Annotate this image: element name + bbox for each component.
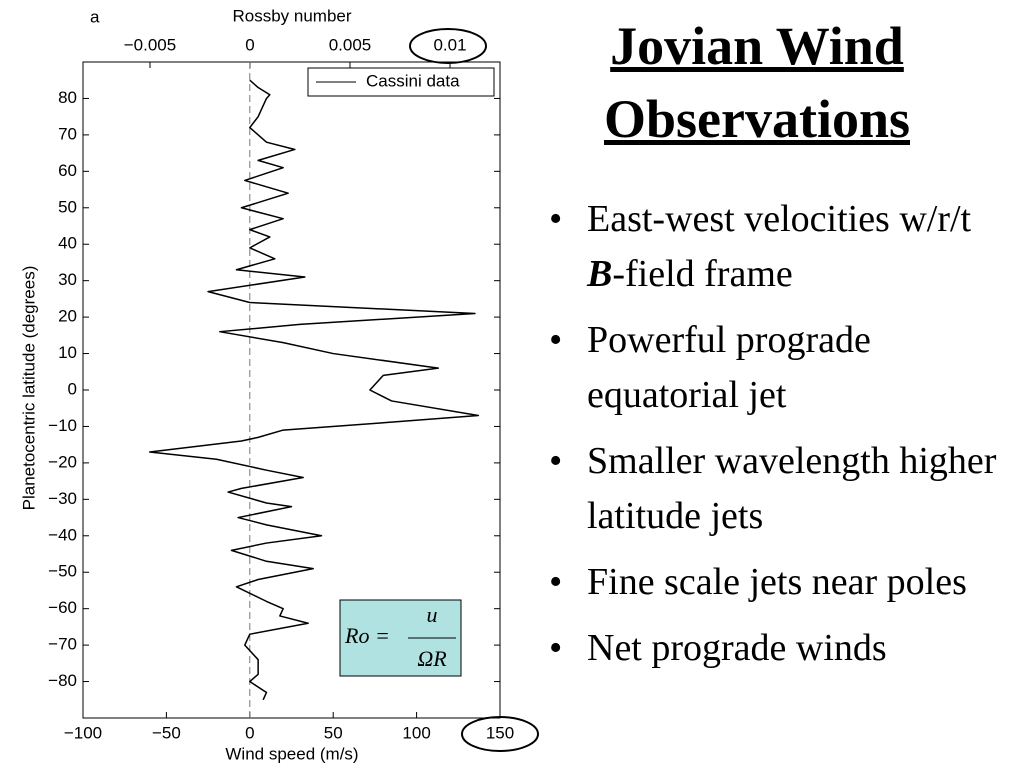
y-tick-label: 10 [58, 343, 77, 362]
x-tick-label: 50 [324, 723, 343, 742]
chart: a Rossby number Wind speed (m/s) Planeto… [19, 6, 539, 763]
bullet-list: East-west velocities w/r/t B-field frame… [545, 192, 1015, 687]
y-tick-label: 0 [68, 379, 77, 398]
y-tick-label: −50 [48, 562, 77, 581]
x-tick-label: −100 [64, 723, 102, 742]
y-tick-label: −60 [48, 598, 77, 617]
y-tick-label: −80 [48, 671, 77, 690]
bullet-text: East-west velocities w/r/t [587, 198, 972, 240]
y-tick-label: 50 [58, 197, 77, 216]
x2-axis-label: Rossby number [232, 6, 351, 25]
formula-denominator: ΩR [417, 646, 447, 671]
y-tick-label: 80 [58, 88, 77, 107]
x2-tick-label: 0 [245, 35, 254, 54]
formula-lhs: Ro = [344, 623, 390, 648]
y-axis-label: Planetocentric latitude (degrees) [19, 266, 38, 511]
data-line [148, 79, 480, 701]
x-tick-label: 150 [486, 723, 514, 742]
x-tick-label: 100 [402, 723, 430, 742]
y-tick-label: −40 [48, 525, 77, 544]
slide-title: Jovian Wind Observations [540, 10, 974, 156]
y-tick-label: −10 [48, 416, 77, 435]
y-tick-label: −30 [48, 489, 77, 508]
y-tick-label: 40 [58, 234, 77, 253]
x-tick-label: −50 [152, 723, 181, 742]
bullet-emphasis: B [587, 253, 613, 295]
title-line: Observations [603, 89, 911, 149]
legend-label: Cassini data [366, 71, 460, 90]
formula-numerator: u [427, 602, 438, 627]
y-tick-label: 20 [58, 307, 77, 326]
y-tick-label: 30 [58, 270, 77, 289]
bullet-text: -field frame [612, 253, 793, 295]
panel-label: a [90, 7, 100, 26]
bullet: Net prograde winds [545, 621, 1015, 676]
bullet: Fine scale jets near poles [545, 555, 1015, 610]
x-tick-label: 0 [245, 723, 254, 742]
y-tick-label: 70 [58, 124, 77, 143]
x2-tick-label: 0.005 [329, 35, 372, 54]
x2-tick-label: 0.01 [433, 35, 466, 54]
y-tick-label: −70 [48, 635, 77, 654]
y-tick-label: −20 [48, 452, 77, 471]
title-line: Jovian Wind [610, 16, 904, 76]
bullet: Smaller wavelength higher latitude jets [545, 434, 1015, 544]
x2-tick-label: −0.005 [124, 35, 176, 54]
y-tick-label: 60 [58, 161, 77, 180]
x-axis-label: Wind speed (m/s) [225, 744, 358, 763]
bullet: Powerful prograde equatorial jet [545, 313, 1015, 423]
bullet: East-west velocities w/r/t B-field frame [545, 192, 1015, 302]
highlight-circle [409, 28, 487, 64]
